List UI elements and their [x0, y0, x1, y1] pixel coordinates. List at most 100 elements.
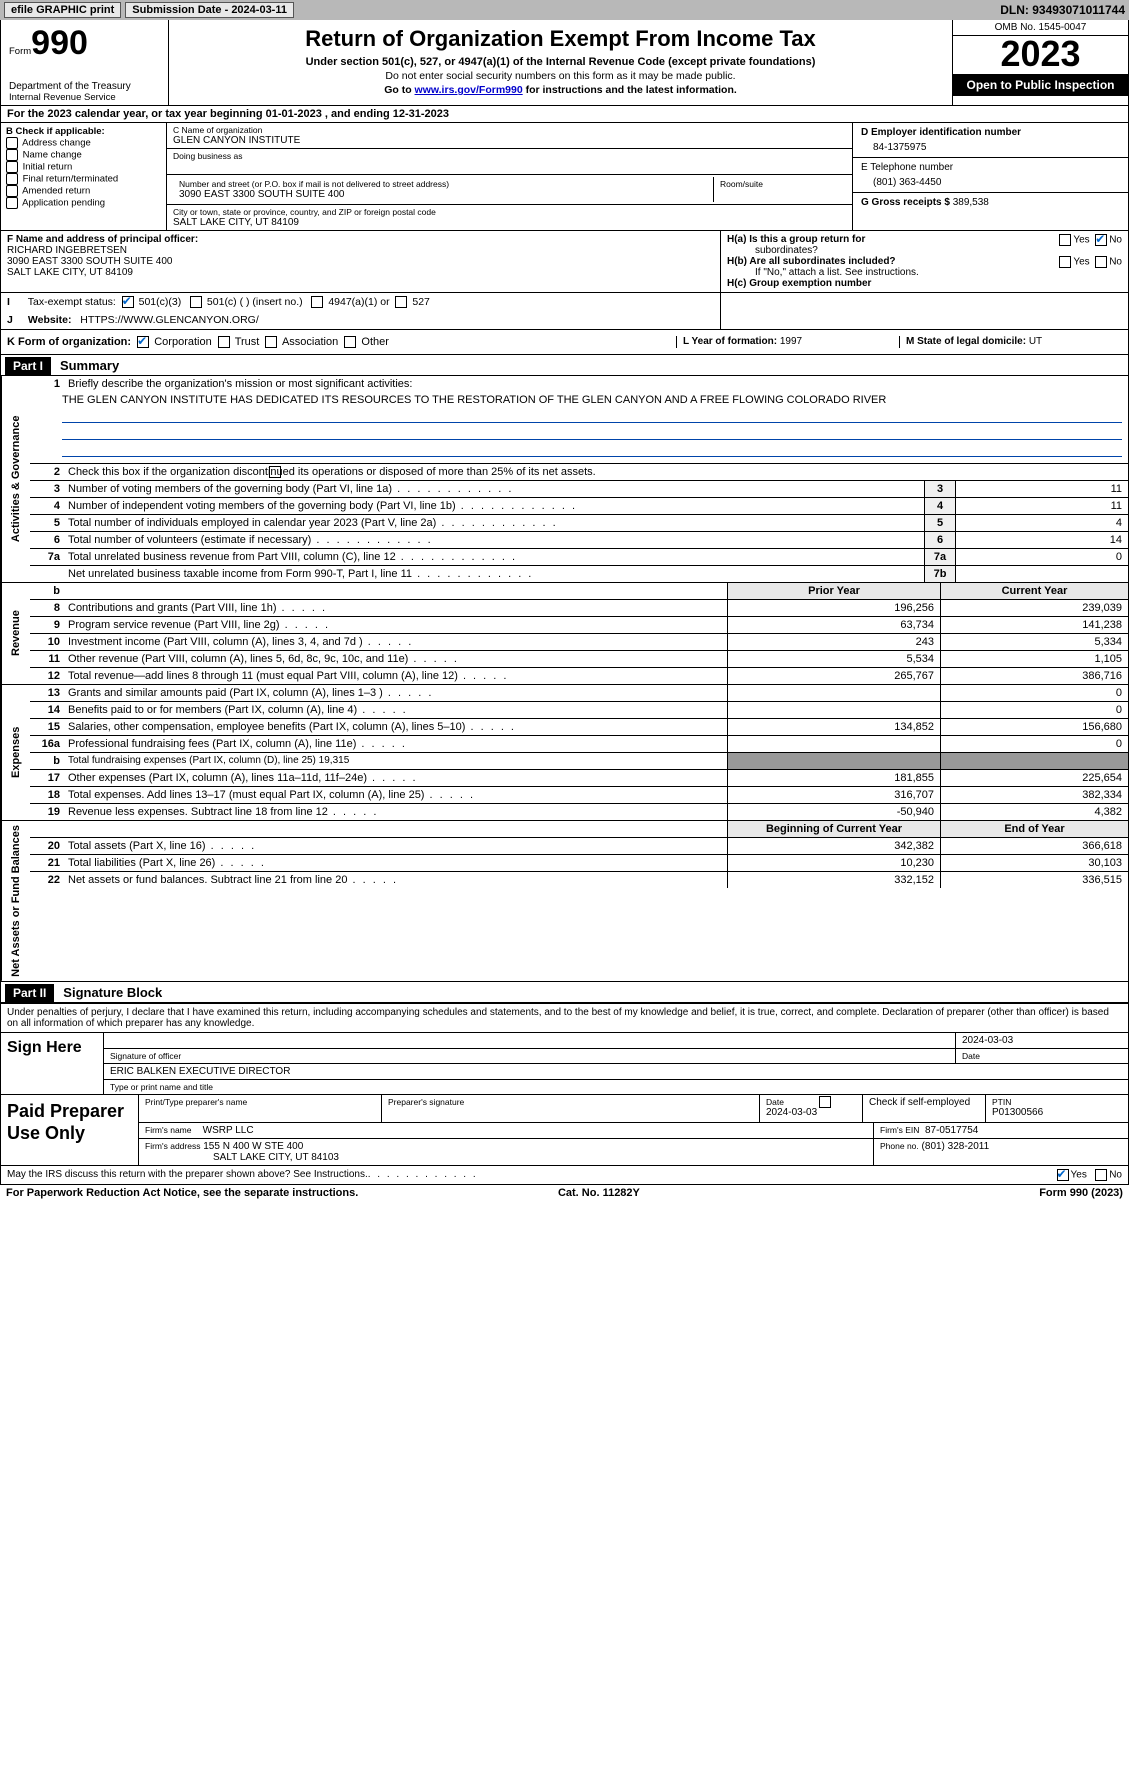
- officer-addr1: 3090 EAST 3300 SOUTH SUITE 400: [7, 256, 714, 267]
- exp-line-13: 13Grants and similar amounts paid (Part …: [30, 685, 1128, 701]
- rev-line-11: 11Other revenue (Part VIII, column (A), …: [30, 650, 1128, 667]
- exp-line-14: 14Benefits paid to or for members (Part …: [30, 701, 1128, 718]
- perjury-declaration: Under penalties of perjury, I declare th…: [1, 1004, 1128, 1032]
- org-name-label: C Name of organization: [173, 125, 846, 135]
- ssn-note: Do not enter social security numbers on …: [175, 70, 946, 82]
- section-net-assets: Net Assets or Fund Balances Beginning of…: [1, 820, 1128, 981]
- net-line-20: 20Total assets (Part X, line 16)342,3823…: [30, 837, 1128, 854]
- firm-ein: 87-0517754: [925, 1125, 978, 1136]
- year-formation-label: L Year of formation:: [683, 336, 780, 347]
- website-label: Website:: [28, 314, 72, 326]
- net-line-21: 21Total liabilities (Part X, line 26)10,…: [30, 854, 1128, 871]
- signature-block: Under penalties of perjury, I declare th…: [0, 1004, 1129, 1185]
- chk-other[interactable]: [344, 336, 356, 348]
- pp-date-label: Date: [766, 1097, 856, 1107]
- hc-continued: [720, 293, 1128, 311]
- chk-ha-yes[interactable]: [1059, 234, 1071, 246]
- chk-corp[interactable]: [137, 336, 149, 348]
- firm-addr-label: Firm's address: [145, 1141, 200, 1151]
- block-klm: K Form of organization: Corporation Trus…: [0, 330, 1129, 355]
- chk-self-employed[interactable]: [819, 1096, 831, 1108]
- part1-title: Summary: [60, 358, 119, 373]
- officer-addr2: SALT LAKE CITY, UT 84109: [7, 267, 714, 278]
- addr-label: Number and street (or P.O. box if mail i…: [179, 179, 707, 189]
- vtab-net-assets: Net Assets or Fund Balances: [1, 821, 30, 981]
- exp-line-16a: 16aProfessional fundraising fees (Part I…: [30, 735, 1128, 752]
- goto-note: Go to www.irs.gov/Form990 for instructio…: [175, 84, 946, 96]
- box-f: F Name and address of principal officer:…: [1, 231, 721, 292]
- year-box: OMB No. 1545-0047 2023 Open to Public In…: [952, 20, 1128, 105]
- box-deg: D Employer identification number 84-1375…: [852, 123, 1128, 230]
- summary-line-4: 4Number of independent voting members of…: [30, 497, 1128, 514]
- form-subtitle: Under section 501(c), 527, or 4947(a)(1)…: [175, 56, 946, 68]
- exp-line-17: 17Other expenses (Part IX, column (A), l…: [30, 769, 1128, 786]
- ptin-label: PTIN: [992, 1097, 1122, 1107]
- paperwork-notice: For Paperwork Reduction Act Notice, see …: [6, 1187, 358, 1199]
- chk-trust[interactable]: [218, 336, 230, 348]
- officer-typed-name: ERIC BALKEN EXECUTIVE DIRECTOR: [104, 1064, 1128, 1079]
- chk-discuss-no[interactable]: [1095, 1169, 1107, 1181]
- chk-application-pending[interactable]: [6, 197, 18, 209]
- sig-date-label: Date: [956, 1049, 1128, 1063]
- chk-527[interactable]: [395, 296, 407, 308]
- tax-year: 2023: [953, 36, 1128, 74]
- form-org-label: K Form of organization:: [7, 336, 131, 348]
- firm-name: WSRP LLC: [203, 1125, 254, 1136]
- paid-preparer-label: Paid Preparer Use Only: [1, 1095, 139, 1165]
- chk-4947[interactable]: [311, 296, 323, 308]
- chk-501c3[interactable]: [122, 296, 134, 308]
- pp-name-label: Print/Type preparer's name: [139, 1095, 382, 1122]
- vtab-expenses: Expenses: [1, 685, 30, 820]
- form-title-box: Return of Organization Exempt From Incom…: [169, 20, 952, 105]
- rev-line-9: 9Program service revenue (Part VIII, lin…: [30, 616, 1128, 633]
- efile-print-button[interactable]: efile GRAPHIC print: [4, 2, 121, 18]
- hb-label: H(b) Are all subordinates included?: [727, 256, 896, 267]
- irs-link[interactable]: www.irs.gov/Form990: [415, 84, 523, 96]
- discuss-row: May the IRS discuss this return with the…: [1, 1165, 1128, 1184]
- form-ref: Form 990 (2023): [1039, 1187, 1123, 1199]
- chk-ha-no[interactable]: [1095, 234, 1107, 246]
- entity-block: B Check if applicable: Address change Na…: [0, 123, 1129, 231]
- officer-name: RICHARD INGEBRETSEN: [7, 245, 714, 256]
- pp-date: 2024-03-03: [766, 1107, 856, 1118]
- form-word: Form: [9, 46, 31, 57]
- chk-discuss-yes[interactable]: [1057, 1169, 1069, 1181]
- hdr-prior-year: Prior Year: [727, 583, 940, 599]
- form-title: Return of Organization Exempt From Incom…: [175, 26, 946, 52]
- chk-initial-return[interactable]: [6, 161, 18, 173]
- box-b: B Check if applicable: Address change Na…: [1, 123, 167, 230]
- exp-line-b: bTotal fundraising expenses (Part IX, co…: [30, 752, 1128, 769]
- exp-line-19: 19Revenue less expenses. Subtract line 1…: [30, 803, 1128, 820]
- summary-line-6: 6Total number of volunteers (estimate if…: [30, 531, 1128, 548]
- ein-value: 84-1375975: [861, 138, 1120, 153]
- discuss-label: May the IRS discuss this return with the…: [7, 1169, 368, 1181]
- chk-name-change[interactable]: [6, 149, 18, 161]
- firm-addr1: 155 N 400 W STE 400: [203, 1141, 303, 1152]
- submission-date: Submission Date - 2024-03-11: [125, 2, 294, 18]
- chk-final-return[interactable]: [6, 173, 18, 185]
- chk-hb-yes[interactable]: [1059, 256, 1071, 268]
- block-fh: F Name and address of principal officer:…: [0, 231, 1129, 293]
- rev-line-10: 10Investment income (Part VIII, column (…: [30, 633, 1128, 650]
- firm-phone: (801) 328-2011: [922, 1141, 990, 1152]
- dba-label: Doing business as: [173, 151, 846, 161]
- tax-status-label: Tax-exempt status:: [28, 296, 116, 308]
- sign-here-row: Sign Here 2024-03-03 Signature of office…: [1, 1032, 1128, 1094]
- chk-address-change[interactable]: [6, 137, 18, 149]
- chk-line2[interactable]: [269, 466, 281, 478]
- part1-hdr: Part I: [5, 357, 51, 375]
- chk-hb-no[interactable]: [1095, 256, 1107, 268]
- summary-line-3: 3Number of voting members of the governi…: [30, 480, 1128, 497]
- phone-value: (801) 363-4450: [861, 173, 1120, 188]
- room-label: Room/suite: [720, 179, 840, 189]
- domicile-label: M State of legal domicile:: [906, 336, 1029, 347]
- form-id-box: Form990 Department of the Treasury Inter…: [1, 20, 169, 105]
- summary-line-5: 5Total number of individuals employed in…: [30, 514, 1128, 531]
- section-governance: Activities & Governance 1Briefly describ…: [1, 376, 1128, 582]
- net-line-22: 22Net assets or fund balances. Subtract …: [30, 871, 1128, 888]
- chk-501c[interactable]: [190, 296, 202, 308]
- mission-text: THE GLEN CANYON INSTITUTE HAS DEDICATED …: [30, 392, 1128, 463]
- chk-assoc[interactable]: [265, 336, 277, 348]
- chk-amended-return[interactable]: [6, 185, 18, 197]
- line-a-tax-year: For the 2023 calendar year, or tax year …: [0, 106, 1129, 123]
